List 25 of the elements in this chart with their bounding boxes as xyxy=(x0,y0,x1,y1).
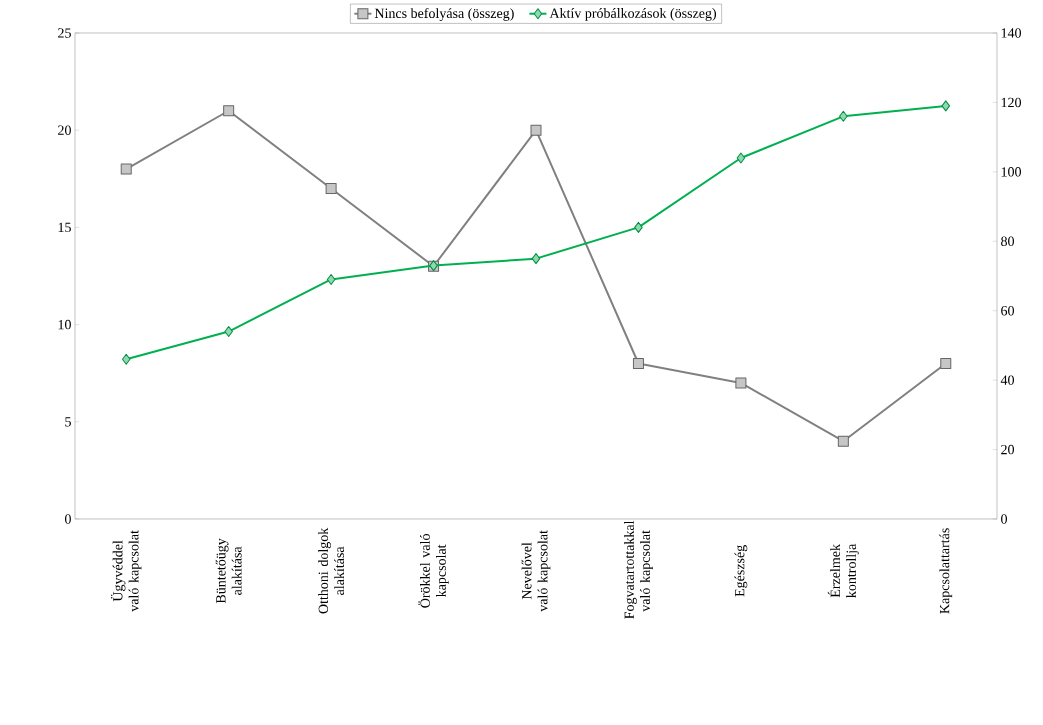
y-tick-label: 0 xyxy=(65,514,71,524)
x-tick-label: Otthoni dolgok alakítása xyxy=(318,527,345,614)
y2-tick-label: 80 xyxy=(1001,236,1014,247)
x-tick-label: Érzelmek kontrollja xyxy=(827,543,859,598)
y2-tick-label: 20 xyxy=(1001,444,1014,455)
y-tick-label: 10 xyxy=(58,319,71,330)
legend-label: Aktív próbálkozások (összeg) xyxy=(549,8,717,21)
y2-tick-label: 40 xyxy=(1000,375,1014,385)
y2-tick-label: 100 xyxy=(1001,167,1021,177)
y-tick-label: 20 xyxy=(58,125,71,135)
y2-tick-label: 120 xyxy=(1001,97,1021,108)
y2-tick-label: 60 xyxy=(1001,305,1014,316)
legend-label: Nincs befolyása (összeg) xyxy=(374,8,514,21)
x-tick-label: Egészség xyxy=(734,545,748,597)
y-tick-label: 15 xyxy=(58,222,71,233)
x-tick-label: Büntetőügy alakítása xyxy=(215,538,242,604)
x-tick-label: Ügyvéddel való kapcsolat xyxy=(111,530,142,612)
x-tick-label: Nevelővel való kapcsolat xyxy=(521,530,551,612)
x-tick-label: Kapcsolattartás xyxy=(939,528,953,614)
y-tick-label: 5 xyxy=(65,417,71,427)
y2-tick-label: 0 xyxy=(1001,514,1007,524)
y2-tick-label: 140 xyxy=(1001,28,1021,38)
x-tick-label: Örökkel való kapcsolat xyxy=(418,534,449,608)
y-tick-label: 25 xyxy=(58,28,71,38)
x-tick-label: Fogvatartottakkal való kapcsolat xyxy=(624,520,653,619)
